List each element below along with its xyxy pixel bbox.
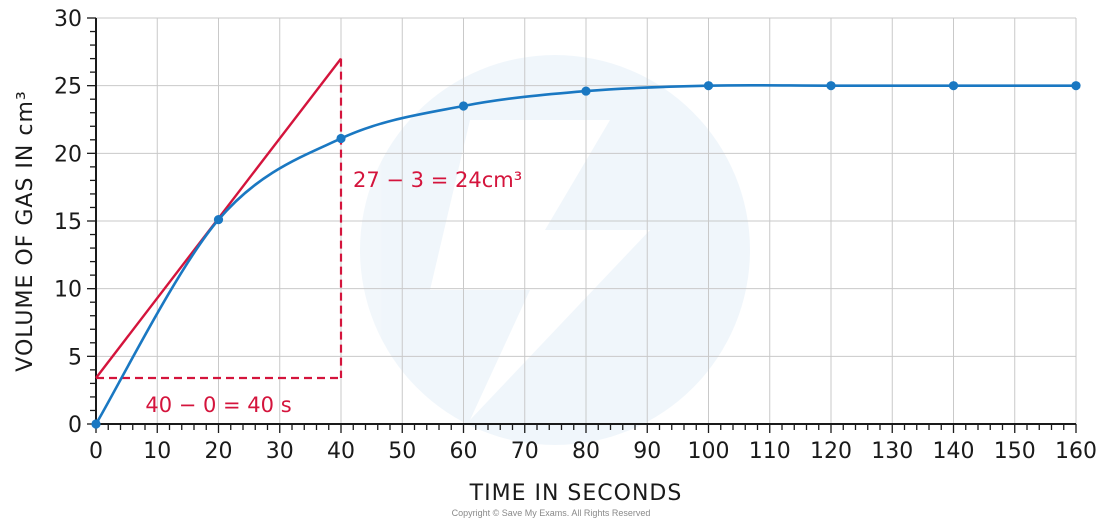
x-axis-title: TIME IN SECONDS: [469, 481, 683, 506]
copyright-text: Copyright © Save My Exams. All Rights Re…: [452, 508, 651, 518]
x-tick-label: 150: [994, 439, 1036, 464]
x-tick-label: 40: [327, 439, 355, 464]
data-point: [91, 419, 101, 429]
y-tick-label: 5: [68, 345, 82, 370]
y-tick-label: 20: [54, 142, 82, 167]
x-tick-label: 160: [1055, 439, 1097, 464]
x-tick-label: 10: [143, 439, 171, 464]
data-point: [1071, 81, 1081, 91]
y-tick-label: 15: [54, 210, 82, 235]
data-points: [91, 81, 1081, 429]
series-line: [94, 83, 1076, 425]
data-point: [703, 81, 714, 91]
x-tick-label: 130: [871, 439, 913, 464]
x-tick-label: 90: [633, 439, 661, 464]
run-annotation: 40 − 0 = 40 s: [145, 393, 291, 417]
x-tick-label: 80: [572, 439, 600, 464]
rise-annotation: 27 − 3 = 24cm³: [353, 168, 522, 192]
data-point: [213, 215, 224, 225]
y-axis-title: VOLUME OF GAS IN cm³: [13, 90, 38, 371]
data-point: [458, 101, 469, 111]
data-point: [826, 81, 836, 91]
data-point: [948, 81, 959, 91]
x-tick-label: 0: [89, 439, 103, 464]
x-tick-label: 60: [450, 439, 478, 464]
data-point: [581, 86, 591, 96]
y-tick-label: 10: [54, 278, 82, 303]
y-tick-labels: 0 5 10 15 20 25 30: [54, 7, 82, 438]
watermark: [360, 55, 750, 445]
x-tick-label: 30: [266, 439, 294, 464]
y-tick-label: 25: [54, 75, 82, 100]
data-point: [336, 133, 346, 144]
y-tick-label: 30: [54, 7, 82, 32]
x-tick-labels: 0 10 20 30 40 50 60 70 80 90 100 110 120 130 140 150 160: [89, 439, 1097, 464]
y-tick-label: 0: [68, 413, 82, 438]
x-tick-label: 140: [933, 439, 975, 464]
axes: [95, 18, 1076, 425]
x-tick-label: 120: [810, 439, 852, 464]
grid: [95, 17, 1077, 425]
x-tick-label: 110: [749, 439, 791, 464]
x-tick-label: 20: [205, 439, 233, 464]
x-tick-label: 50: [388, 439, 416, 464]
x-tick-label: 100: [688, 439, 730, 464]
x-tick-label: 70: [511, 439, 539, 464]
